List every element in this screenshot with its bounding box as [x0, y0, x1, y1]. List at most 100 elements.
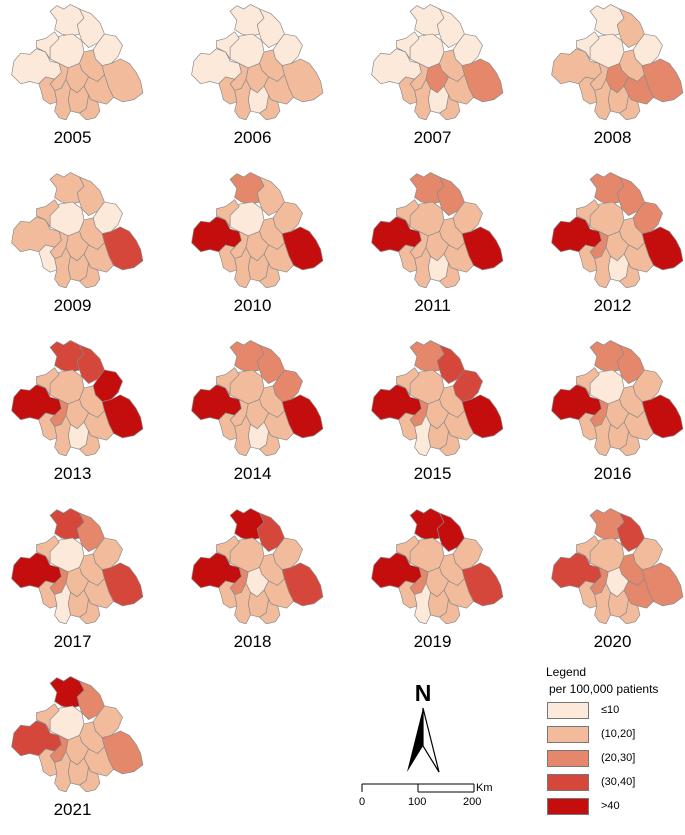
district-region-3 — [36, 31, 60, 60]
district-region-12 — [234, 414, 251, 456]
choropleth-map — [11, 172, 144, 288]
district-region-13 — [258, 430, 281, 456]
map-panel-2013: 2013 — [0, 336, 165, 496]
scale-unit: Km — [476, 782, 493, 794]
district-region-4 — [436, 344, 465, 384]
legend-item-20-30: (20,30] — [547, 750, 677, 768]
map-panel-2017: 2017 — [0, 504, 165, 664]
year-label: 2018 — [233, 632, 272, 651]
legend-swatch-30-40 — [547, 774, 589, 791]
district-region-13 — [618, 94, 641, 120]
district-region-4 — [76, 344, 105, 384]
choropleth-map — [191, 508, 324, 624]
district-region-11 — [443, 242, 474, 273]
district-region-4 — [436, 176, 465, 216]
district-region-3 — [216, 199, 240, 228]
district-region-4 — [76, 512, 105, 552]
choropleth-map — [11, 340, 144, 456]
choropleth-map — [551, 508, 684, 624]
district-region-14 — [38, 244, 58, 273]
legend: Legend per 100,000 patients ≤10 (10,20] … — [540, 662, 685, 832]
year-label: 2020 — [593, 632, 632, 651]
scale-bar: 0 100 200 Km — [350, 772, 500, 812]
year-label: 2008 — [593, 128, 632, 147]
district-region-13 — [258, 262, 281, 288]
district-region-11 — [443, 74, 474, 105]
legend-title: Legend — [546, 665, 587, 679]
choropleth-map — [551, 172, 684, 288]
district-region-11 — [263, 410, 294, 441]
map-panel-2014: 2014 — [180, 336, 345, 496]
district-region-12 — [414, 246, 431, 288]
district-region-3 — [396, 367, 420, 396]
district-region-3 — [576, 199, 600, 228]
choropleth-map — [11, 508, 144, 624]
year-label: 2015 — [413, 464, 452, 483]
year-label: 2005 — [53, 128, 92, 147]
district-region-13 — [78, 766, 101, 792]
district-region-12 — [594, 582, 611, 624]
district-region-13 — [618, 430, 641, 456]
legend-label: (10,20] — [601, 728, 636, 740]
district-region-3 — [576, 31, 600, 60]
district-region-4 — [76, 680, 105, 720]
district-region-14 — [38, 412, 58, 441]
district-region-13 — [78, 262, 101, 288]
district-region-14 — [398, 244, 418, 273]
district-region-3 — [576, 367, 600, 396]
year-label: 2016 — [593, 464, 632, 483]
district-region-3 — [396, 31, 420, 60]
map-panel-2021: 2021 — [0, 672, 165, 832]
district-region-14 — [38, 748, 58, 777]
choropleth-map — [371, 508, 504, 624]
district-region-12 — [54, 78, 71, 120]
district-region-3 — [216, 31, 240, 60]
district-region-11 — [443, 578, 474, 609]
district-region-12 — [414, 414, 431, 456]
legend-label: >40 — [601, 800, 620, 812]
legend-subtitle: per 100,000 patients — [549, 682, 659, 696]
choropleth-map — [11, 4, 144, 120]
map-panel-2020: 2020 — [540, 504, 685, 664]
legend-label: (20,30] — [601, 752, 636, 764]
legend-label: ≤10 — [601, 704, 620, 716]
year-label: 2009 — [53, 296, 92, 315]
district-region-13 — [78, 94, 101, 120]
map-panel-2012: 2012 — [540, 168, 685, 328]
map-panel-2009: 2009 — [0, 168, 165, 328]
district-region-11 — [83, 74, 114, 105]
district-region-13 — [258, 598, 281, 624]
district-region-3 — [36, 367, 60, 396]
district-region-14 — [398, 412, 418, 441]
district-region-11 — [623, 74, 654, 105]
district-region-14 — [578, 76, 598, 105]
district-region-14 — [38, 76, 58, 105]
district-region-3 — [36, 535, 60, 564]
district-region-4 — [76, 8, 105, 48]
district-region-3 — [396, 535, 420, 564]
district-region-14 — [218, 580, 238, 609]
district-region-14 — [578, 244, 598, 273]
district-region-4 — [616, 176, 645, 216]
map-panel-2018: 2018 — [180, 504, 345, 664]
district-region-4 — [256, 512, 285, 552]
map-panel-2010: 2010 — [180, 168, 345, 328]
year-label: 2014 — [233, 464, 272, 483]
district-region-3 — [396, 199, 420, 228]
legend-label: (30,40] — [601, 776, 636, 788]
district-region-14 — [398, 580, 418, 609]
year-label: 2007 — [413, 128, 452, 147]
map-panel-2016: 2016 — [540, 336, 685, 496]
district-region-11 — [263, 578, 294, 609]
district-region-11 — [263, 242, 294, 273]
legend-item-le10: ≤10 — [547, 702, 677, 720]
district-region-4 — [616, 344, 645, 384]
district-region-11 — [83, 746, 114, 777]
year-label: 2012 — [593, 296, 632, 315]
choropleth-map — [191, 340, 324, 456]
legend-item-10-20: (10,20] — [547, 726, 677, 744]
year-label: 2021 — [53, 800, 92, 819]
district-region-14 — [398, 76, 418, 105]
district-region-12 — [414, 582, 431, 624]
district-region-4 — [616, 512, 645, 552]
